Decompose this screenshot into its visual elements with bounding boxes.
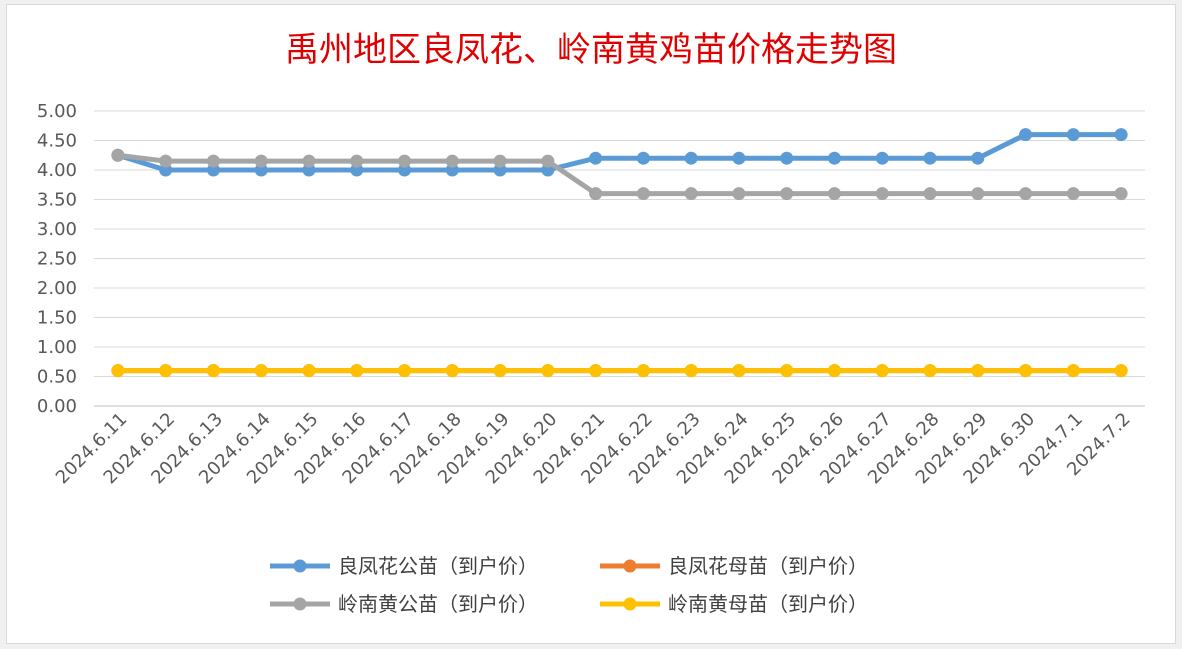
data-point: [636, 364, 650, 378]
data-point: [1114, 364, 1128, 378]
data-point: [875, 187, 889, 201]
legend-swatch-marker: [293, 597, 307, 611]
series-3: [111, 148, 1128, 201]
data-point: [875, 364, 889, 378]
data-point: [541, 364, 555, 378]
data-point: [1114, 128, 1128, 142]
data-point: [1114, 187, 1128, 201]
series-1: [111, 128, 1128, 177]
series-lines: [111, 128, 1128, 378]
data-point: [636, 187, 650, 201]
chart-title: 禹州地区良凤花、岭南黄鸡苗价格走势图: [285, 30, 897, 70]
data-point: [589, 187, 603, 201]
y-axis-ticks: 0.00 0.50 1.00 1.50 2.00 2.50 3.00 3.50 4.00 4.50…: [37, 101, 77, 417]
data-point: [350, 154, 364, 168]
data-point: [732, 364, 746, 378]
legend-swatch-marker: [623, 559, 637, 573]
data-point: [111, 364, 125, 378]
y-tick-label: 5.00: [37, 101, 77, 122]
data-point: [780, 187, 794, 201]
series-4: [111, 364, 1128, 378]
data-point: [875, 151, 889, 165]
y-tick-label: 3.50: [37, 190, 77, 211]
gridlines: [94, 110, 1145, 407]
data-point: [780, 151, 794, 165]
data-point: [302, 154, 316, 168]
data-point: [1066, 364, 1080, 378]
data-point: [780, 364, 794, 378]
data-point: [971, 151, 985, 165]
y-tick-label: 2.00: [37, 278, 77, 299]
data-point: [684, 187, 698, 201]
data-point: [1066, 128, 1080, 142]
data-point: [1019, 187, 1033, 201]
legend: 良凤花公苗（到户价） 良凤花母苗（到户价） 岭南黄公苗（到户价） 岭南黄母苗（到户价）: [270, 554, 868, 616]
y-tick-label: 3.00: [37, 219, 77, 240]
data-point: [398, 154, 412, 168]
legend-label: 岭南黄公苗（到户价）: [338, 592, 538, 616]
data-point: [206, 154, 220, 168]
series-line: [115, 132, 1124, 173]
data-point: [254, 154, 268, 168]
data-point: [923, 187, 937, 201]
data-point: [732, 151, 746, 165]
legend-label: 岭南黄母苗（到户价）: [668, 592, 868, 616]
data-point: [971, 364, 985, 378]
data-point: [350, 364, 364, 378]
data-point: [493, 154, 507, 168]
data-point: [732, 187, 746, 201]
data-point: [493, 364, 507, 378]
y-tick-label: 4.50: [37, 131, 77, 152]
data-point: [541, 154, 555, 168]
data-point: [827, 151, 841, 165]
data-point: [206, 364, 220, 378]
series-line: [115, 152, 1124, 197]
legend-item: 岭南黄母苗（到户价）: [600, 592, 868, 616]
data-point: [923, 364, 937, 378]
data-point: [159, 154, 173, 168]
data-point: [398, 364, 412, 378]
y-tick-label: 1.50: [37, 308, 77, 329]
data-point: [589, 364, 603, 378]
data-point: [971, 187, 985, 201]
y-tick-label: 4.00: [37, 160, 77, 181]
y-tick-label: 2.50: [37, 249, 77, 270]
data-point: [636, 151, 650, 165]
data-point: [254, 364, 268, 378]
data-point: [684, 364, 698, 378]
data-point: [445, 154, 459, 168]
data-point: [1019, 364, 1033, 378]
legend-item: 良凤花公苗（到户价）: [270, 554, 538, 578]
legend-swatch-marker: [623, 597, 637, 611]
data-point: [684, 151, 698, 165]
data-point: [111, 148, 125, 162]
data-point: [827, 364, 841, 378]
y-tick-label: 0.50: [37, 367, 77, 388]
data-point: [1019, 128, 1033, 142]
data-point: [827, 187, 841, 201]
data-point: [589, 151, 603, 165]
legend-label: 良凤花母苗（到户价）: [668, 554, 868, 578]
legend-item: 岭南黄公苗（到户价）: [270, 592, 538, 616]
data-point: [159, 364, 173, 378]
data-point: [302, 364, 316, 378]
y-tick-label: 1.00: [37, 337, 77, 358]
x-axis-ticks: 2024.6.112024.6.122024.6.132024.6.142024…: [52, 409, 1135, 489]
data-point: [445, 364, 459, 378]
legend-swatch-marker: [293, 559, 307, 573]
legend-label: 良凤花公苗（到户价）: [338, 554, 538, 578]
data-point: [923, 151, 937, 165]
legend-item: 良凤花母苗（到户价）: [600, 554, 868, 578]
y-tick-label: 0.00: [37, 396, 77, 417]
data-point: [1066, 187, 1080, 201]
